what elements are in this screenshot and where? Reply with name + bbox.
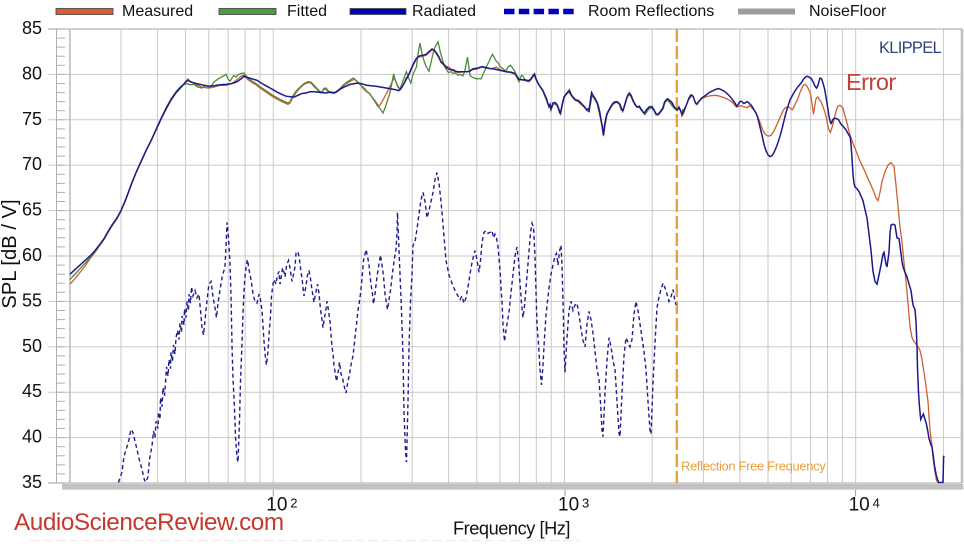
svg-text:10: 10	[558, 495, 579, 516]
svg-text:75: 75	[22, 109, 42, 129]
svg-text:Radiated: Radiated	[412, 3, 476, 20]
svg-text:SPL [dB / V]: SPL [dB / V]	[0, 199, 21, 308]
svg-text:10: 10	[266, 495, 287, 516]
svg-text:55: 55	[22, 290, 42, 310]
svg-text:Measured: Measured	[122, 3, 193, 20]
svg-text:85: 85	[22, 18, 42, 38]
svg-text:KLIPPEL: KLIPPEL	[879, 39, 942, 57]
svg-text:AudioScienceReview.com: AudioScienceReview.com	[14, 509, 284, 536]
svg-text:65: 65	[22, 200, 42, 220]
svg-text:45: 45	[22, 381, 42, 401]
svg-text:60: 60	[22, 245, 42, 265]
svg-text:Fitted: Fitted	[287, 3, 327, 20]
svg-text:Error: Error	[846, 69, 896, 95]
svg-text:35: 35	[22, 472, 42, 492]
svg-text:Room Reflections: Room Reflections	[588, 3, 714, 20]
svg-text:4: 4	[873, 496, 880, 511]
svg-text:50: 50	[22, 336, 42, 356]
svg-text:70: 70	[22, 154, 42, 174]
svg-text:NoiseFloor: NoiseFloor	[809, 3, 887, 20]
svg-text:10: 10	[849, 495, 870, 516]
svg-text:Reflection Free Frequency: Reflection Free Frequency	[681, 459, 826, 474]
svg-text:3: 3	[582, 496, 589, 511]
svg-text:40: 40	[22, 427, 42, 447]
svg-text:80: 80	[22, 63, 42, 83]
svg-text:2: 2	[290, 496, 297, 511]
svg-text:Frequency [Hz]: Frequency [Hz]	[453, 519, 570, 539]
